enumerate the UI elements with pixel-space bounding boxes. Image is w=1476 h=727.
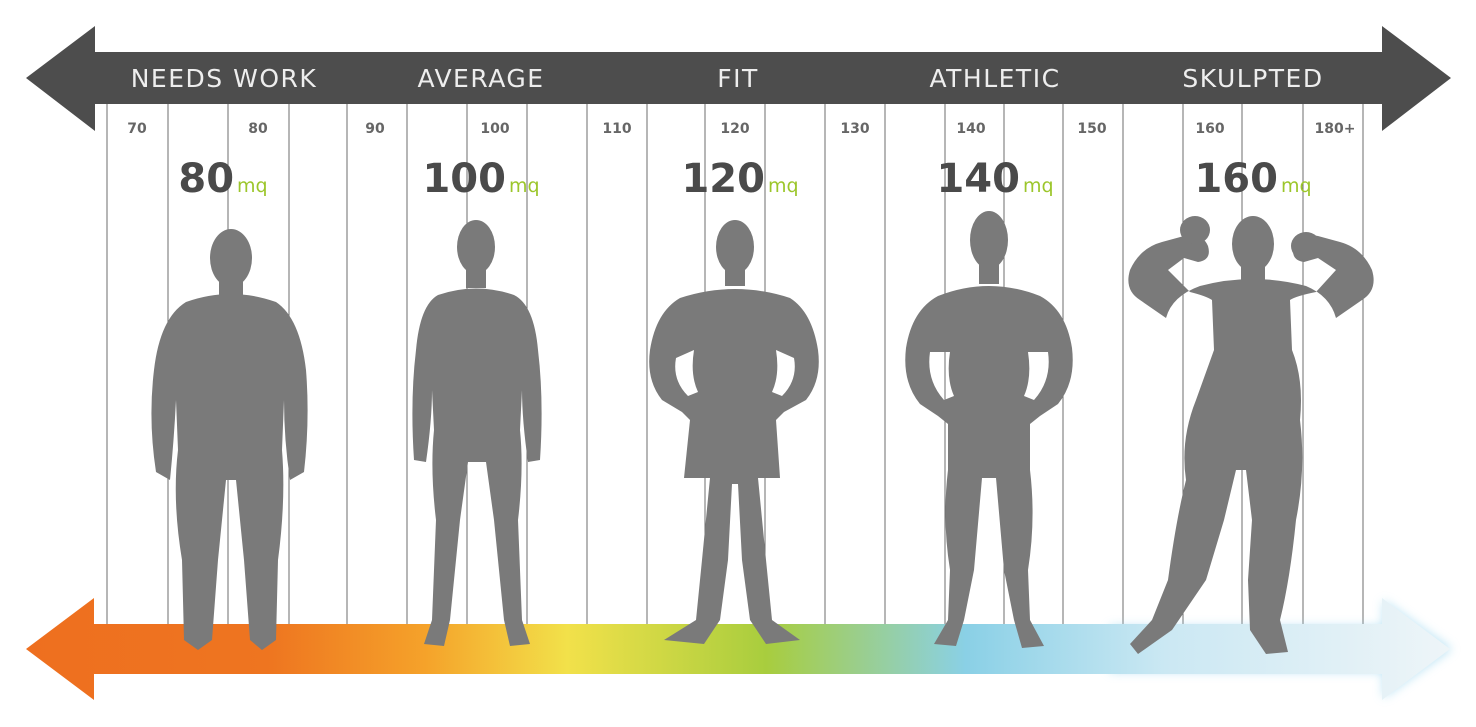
category-athletic: ATHLETIC (929, 64, 1060, 93)
body-silhouette-skulpted-icon (1128, 216, 1374, 654)
body-silhouette-average-icon (412, 220, 542, 646)
score-120: 120 mq (681, 156, 798, 202)
score-unit: mq (1281, 175, 1312, 197)
tick-label: 160 (1195, 121, 1224, 137)
tick-label: 110 (602, 121, 631, 137)
score-value: 140 (936, 156, 1020, 202)
score-value: 120 (681, 156, 765, 202)
top-scale-arrow (26, 26, 1451, 131)
tick-label: 150 (1077, 121, 1106, 137)
score-unit: mq (237, 175, 268, 197)
tick-label: 130 (840, 121, 869, 137)
score-value: 80 (178, 156, 234, 202)
score-value: 160 (1194, 156, 1278, 202)
tick-label: 100 (480, 121, 509, 137)
score-unit: mq (1023, 175, 1054, 197)
category-fit: FIT (717, 64, 759, 93)
tick-label: 120 (720, 121, 749, 137)
score-value: 100 (422, 156, 506, 202)
score-80: 80 mq (178, 156, 267, 202)
tick-label: 140 (956, 121, 985, 137)
score-100: 100 mq (422, 156, 539, 202)
bottom-gradient-arrow (26, 598, 1450, 700)
body-silhouette-athletic-icon (905, 211, 1073, 648)
category-average: AVERAGE (417, 64, 544, 93)
grid-lines (106, 104, 1364, 624)
tick-label: 90 (365, 121, 385, 137)
body-silhouette-needs-work-icon (151, 229, 308, 650)
score-unit: mq (768, 175, 799, 197)
score-unit: mq (509, 175, 540, 197)
category-needs-work: NEEDS WORK (131, 64, 318, 93)
tick-label: 180+ (1315, 121, 1356, 137)
tick-label: 70 (127, 121, 147, 137)
tick-label: 80 (248, 121, 268, 137)
score-160: 160 mq (1194, 156, 1311, 202)
score-140: 140 mq (936, 156, 1053, 202)
category-skulpted: SKULPTED (1182, 64, 1323, 93)
body-silhouette-fit-icon (649, 220, 819, 644)
